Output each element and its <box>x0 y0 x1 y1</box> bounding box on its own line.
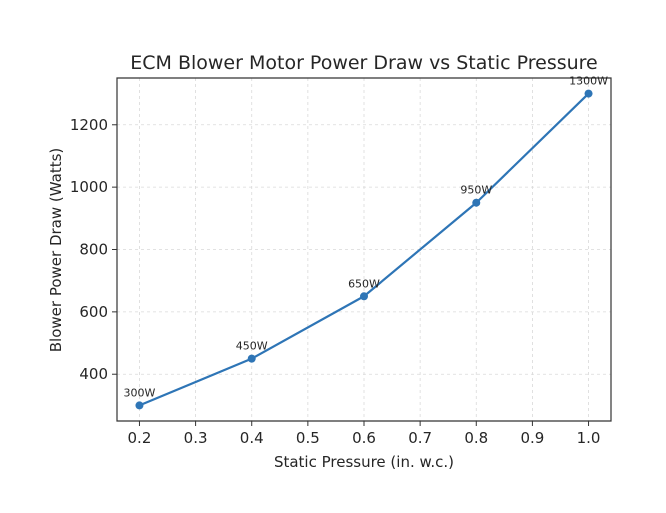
x-tick-label: 1.0 <box>577 429 601 447</box>
axes <box>116 77 612 422</box>
x-tick-label: 0.5 <box>296 429 320 447</box>
y-tick-label: 1200 <box>70 116 108 134</box>
x-tick-label: 0.8 <box>464 429 488 447</box>
x-tick-label: 0.2 <box>128 429 152 447</box>
y-axis-label: Blower Power Draw (Watts) <box>47 148 65 352</box>
x-tick-label: 0.9 <box>520 429 544 447</box>
data-point <box>584 89 593 98</box>
data-point <box>472 198 481 207</box>
y-tick-label: 800 <box>79 241 108 259</box>
x-tick-label: 0.3 <box>184 429 208 447</box>
x-axis-label: Static Pressure (in. w.c.) <box>274 453 454 471</box>
x-axis-ticks: 0.2 0.3 0.4 0.5 0.6 0.7 0.8 0.9 1.0 <box>128 421 601 447</box>
y-tick-label: 400 <box>79 365 108 383</box>
y-tick-label: 600 <box>79 303 108 321</box>
data-label: 1300W <box>569 75 608 88</box>
grid <box>117 78 611 421</box>
data-label: 300W <box>124 386 156 399</box>
y-axis-ticks: 400 600 800 1000 1200 <box>70 116 117 383</box>
axes-frame <box>116 77 612 422</box>
data-point <box>135 401 144 410</box>
series-layer: 300W 450W 650W 950W 1300W <box>124 75 608 410</box>
data-label: 450W <box>236 340 268 353</box>
y-tick-label: 1000 <box>70 178 108 196</box>
chart-title: ECM Blower Motor Power Draw vs Static Pr… <box>130 52 598 74</box>
x-tick-label: 0.6 <box>352 429 376 447</box>
data-point <box>360 292 368 301</box>
data-label: 650W <box>348 277 380 290</box>
x-tick-label: 0.4 <box>240 429 264 447</box>
data-label: 950W <box>460 184 492 197</box>
x-tick-label: 0.7 <box>408 429 432 447</box>
data-point <box>247 354 256 363</box>
